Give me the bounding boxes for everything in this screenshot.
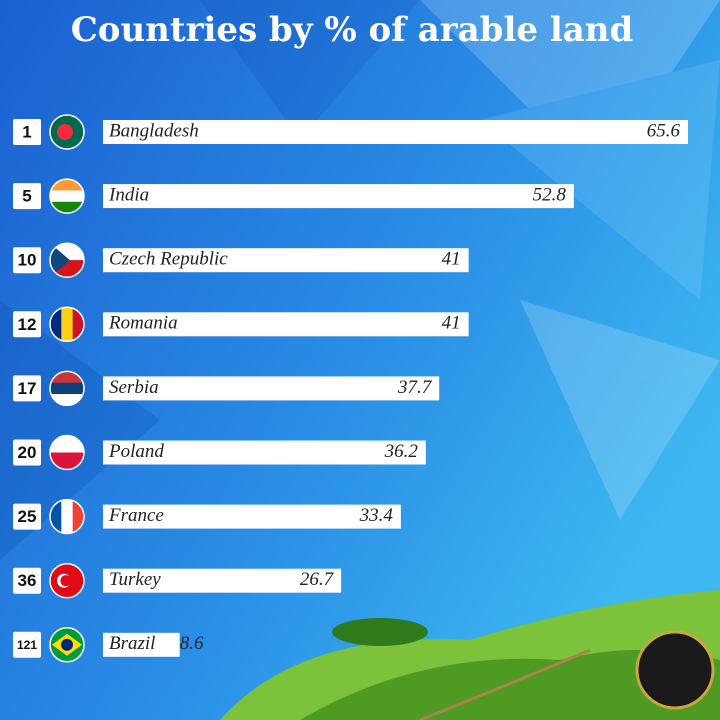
flag-art [50, 243, 84, 278]
flag-ring [49, 498, 85, 535]
rank-box [13, 567, 41, 594]
rank-label: 36 [18, 571, 37, 590]
value-label: 36.2 [384, 441, 419, 462]
rank-label: 1 [22, 122, 31, 141]
bar [103, 184, 574, 209]
flag-ring [49, 242, 85, 278]
stripe [61, 307, 74, 342]
flag [49, 498, 85, 535]
rank-box [13, 631, 41, 658]
flag-art [50, 435, 84, 470]
emblem [60, 575, 72, 587]
rank-box [13, 439, 41, 466]
rank-label: 121 [17, 638, 37, 652]
value-label: 37.7 [397, 377, 433, 398]
flag [49, 114, 85, 150]
emblem [61, 638, 73, 651]
flag [49, 627, 85, 663]
flag [49, 434, 85, 471]
stripe [50, 307, 62, 342]
stripe [50, 394, 84, 406]
rank-label: 10 [18, 251, 37, 270]
stripe [50, 452, 84, 470]
value-label: 41 [442, 249, 461, 270]
stripe [50, 190, 84, 203]
rank-box [13, 311, 41, 338]
category-label: Poland [108, 441, 164, 462]
flag [49, 370, 85, 407]
value-label: 26.7 [300, 569, 335, 590]
flag-art [50, 563, 84, 598]
rank-box [13, 375, 41, 402]
flag-ring [49, 114, 85, 150]
flag-art [50, 179, 84, 214]
emblem [57, 124, 73, 140]
rank-label: 25 [18, 507, 37, 526]
value-label: 65.6 [647, 120, 681, 141]
value-label: 52.8 [533, 184, 567, 205]
category-label: Turkey [109, 569, 161, 590]
category-label: France [108, 505, 164, 526]
bar [103, 120, 688, 144]
rank-box [13, 503, 41, 530]
flag [49, 306, 85, 343]
logo [635, 630, 715, 710]
bar [103, 440, 426, 465]
flag-ring [49, 627, 85, 663]
rank-label: 17 [18, 379, 37, 398]
category-label: Romania [108, 313, 178, 334]
stripe [72, 307, 84, 342]
rank-box [13, 119, 41, 145]
stripe [50, 201, 84, 214]
stripe [50, 371, 84, 384]
category-label: Czech Republic [109, 249, 228, 270]
rank-box [13, 183, 41, 210]
flag [49, 562, 85, 599]
flag-ring [49, 562, 85, 599]
value-label: 33.4 [359, 505, 394, 526]
category-label: India [108, 184, 149, 205]
flag-art [50, 307, 84, 342]
category-label: Serbia [109, 377, 159, 398]
flag-ring [49, 434, 85, 471]
stripe [50, 435, 84, 453]
chart-title: Countries by % of arable land [71, 10, 634, 50]
bar [103, 376, 440, 401]
rank-label: 12 [18, 315, 37, 334]
rank-label: 20 [18, 443, 37, 462]
bar [103, 632, 180, 657]
bar [103, 568, 342, 593]
flag-art [50, 371, 84, 406]
rank-box [13, 247, 41, 274]
stripe [50, 179, 84, 191]
flag-ring [49, 306, 85, 343]
value-label: 41 [442, 313, 461, 334]
rank-label: 5 [22, 187, 31, 206]
category-label: Brazil [109, 633, 155, 654]
flag-art [50, 627, 84, 662]
bar [103, 248, 469, 273]
flag-art [50, 499, 84, 534]
stripe [50, 499, 62, 534]
bar [103, 312, 469, 337]
stripe [61, 499, 74, 534]
stripe [50, 243, 70, 278]
stripe [72, 499, 84, 534]
trees [332, 618, 428, 646]
flag [49, 178, 85, 214]
stripe [50, 382, 84, 395]
flag [49, 242, 85, 278]
flag-art [50, 115, 84, 149]
road [419, 648, 591, 720]
flag-ring [49, 178, 85, 214]
flag-ring [49, 370, 85, 407]
bar [103, 504, 401, 529]
category-label: Bangladesh [109, 120, 199, 141]
value-label: 8.6 [180, 633, 204, 654]
